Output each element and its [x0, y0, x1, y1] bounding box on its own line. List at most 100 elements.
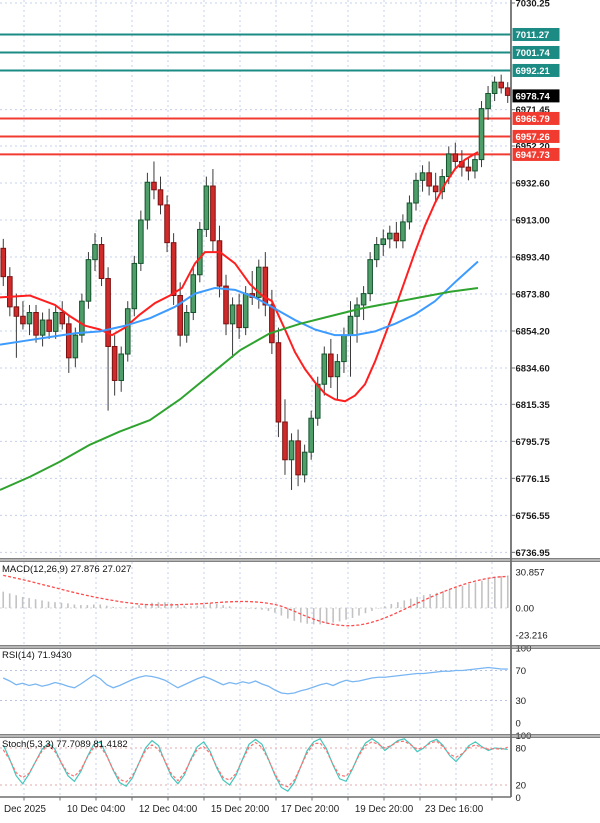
svg-text:6992.21: 6992.21 — [516, 66, 551, 77]
time-tick-label: 12 Dec 04:00 — [139, 804, 198, 815]
stoch-label: Stoch(5,3,3) 77.7089 81.4182 — [2, 739, 128, 750]
bear-candle — [328, 353, 334, 378]
support-price-badge: 6957.26 — [512, 129, 560, 143]
bull-candle — [79, 300, 85, 336]
resistance-price-badge: 7001.74 — [512, 45, 560, 59]
bull-candle — [39, 319, 46, 336]
svg-text:70: 70 — [516, 666, 527, 677]
time-tick-label: 17 Dec 20:00 — [281, 804, 340, 815]
price-tick-label: 6834.60 — [516, 364, 550, 375]
bear-candle — [170, 242, 177, 297]
bull-candle — [472, 159, 478, 172]
bear-candle — [157, 189, 164, 206]
resistance-price-badge: 6992.21 — [512, 63, 560, 77]
level-lines-layer — [0, 33, 511, 156]
macd-signal-line — [3, 574, 508, 627]
bull-candle — [347, 315, 354, 336]
bull-candle — [138, 219, 144, 264]
svg-text:7001.74: 7001.74 — [516, 48, 551, 59]
svg-text:-23.216: -23.216 — [516, 631, 548, 642]
bear-candle — [105, 278, 111, 347]
svg-text:6957.26: 6957.26 — [516, 132, 550, 143]
bull-candle — [229, 304, 236, 325]
bear-candle — [426, 172, 432, 187]
time-tick-label: 23 Dec 16:00 — [425, 804, 484, 815]
bull-candle — [72, 334, 79, 359]
bull-candle — [400, 221, 406, 242]
time-tick-label: 10 Dec 04:00 — [67, 804, 126, 815]
bull-candle — [406, 202, 413, 223]
resistance-price-badge: 7011.27 — [512, 27, 560, 41]
bull-candle — [26, 312, 33, 325]
bear-candle — [216, 240, 223, 287]
bear-candle — [282, 421, 288, 461]
rsi-line — [2, 666, 508, 695]
price-tick-label: 6952.20 — [516, 141, 550, 152]
bear-candle — [432, 185, 439, 193]
macd-panel[interactable] — [0, 574, 511, 627]
bull-candle — [445, 153, 452, 178]
price-axis[interactable]: 7030.25 6971.45 6952.20 6932.60 6913.00 6893.… — [511, 0, 551, 559]
bull-candle — [203, 185, 210, 230]
bear-candle — [111, 345, 118, 381]
price-tick-label: 6854.20 — [516, 327, 550, 338]
svg-text:7011.27: 7011.27 — [516, 30, 550, 41]
bear-candle — [269, 304, 275, 344]
time-tick-label: 19 Dec 20:00 — [355, 804, 414, 815]
bear-candle — [33, 312, 39, 336]
price-tick-label: 6736.95 — [516, 548, 551, 559]
bear-candle — [236, 304, 242, 329]
svg-text:20: 20 — [516, 781, 527, 792]
bear-candle — [59, 312, 66, 325]
bull-candle — [413, 179, 419, 204]
svg-text:0: 0 — [516, 719, 521, 730]
bear-candle — [262, 266, 269, 306]
bull-candle — [52, 312, 59, 332]
bear-candle — [177, 295, 183, 336]
price-tick-label: 7030.25 — [516, 0, 551, 10]
bear-candle — [465, 166, 472, 172]
macd-axis: 30.857 0.00 -23.216 — [516, 567, 548, 641]
svg-text:0.00: 0.00 — [516, 604, 535, 615]
price-tick-label: 6971.45 — [516, 105, 551, 116]
svg-text:30: 30 — [516, 696, 527, 707]
rsi-panel[interactable] — [0, 666, 511, 701]
support-price-badge: 6966.79 — [512, 111, 560, 125]
bull-candle — [255, 266, 262, 298]
bear-candle — [151, 181, 157, 191]
bear-candle — [275, 342, 282, 423]
price-tick-label: 6756.55 — [516, 511, 551, 522]
bear-candle — [210, 185, 216, 242]
panel-separators[interactable] — [0, 558, 600, 738]
svg-text:6978.74: 6978.74 — [516, 91, 551, 102]
bull-candle — [334, 361, 341, 378]
bear-candle — [498, 81, 504, 89]
bear-candle — [164, 204, 170, 244]
bull-candle — [367, 259, 373, 295]
bear-candle — [65, 323, 72, 359]
bull-candle — [314, 383, 321, 419]
axes-frame[interactable] — [0, 0, 512, 801]
ma-slow-green — [0, 286, 479, 491]
bull-candle — [288, 440, 295, 461]
time-axis[interactable]: Dec 2025 10 Dec 04:00 12 Dec 04:00 15 Dec 2… — [4, 804, 484, 815]
stoch-panel[interactable] — [0, 738, 511, 792]
svg-text:6947.73: 6947.73 — [516, 150, 550, 161]
price-tick-label: 6776.15 — [516, 474, 551, 485]
svg-text:100: 100 — [516, 644, 532, 655]
ma-mid-blue — [0, 260, 479, 346]
svg-text:0: 0 — [516, 793, 521, 804]
bull-candle — [197, 228, 203, 276]
bull-candle — [85, 259, 92, 302]
stoch-d-line — [2, 740, 508, 788]
time-tick-label: Dec 2025 — [4, 804, 46, 815]
price-tick-label: 6893.40 — [516, 253, 550, 264]
bull-candle — [131, 262, 138, 310]
svg-text:80: 80 — [516, 744, 527, 755]
bear-candle — [20, 315, 26, 325]
bear-candle — [7, 276, 13, 308]
bear-candle — [295, 440, 301, 476]
bull-candle — [321, 353, 328, 385]
